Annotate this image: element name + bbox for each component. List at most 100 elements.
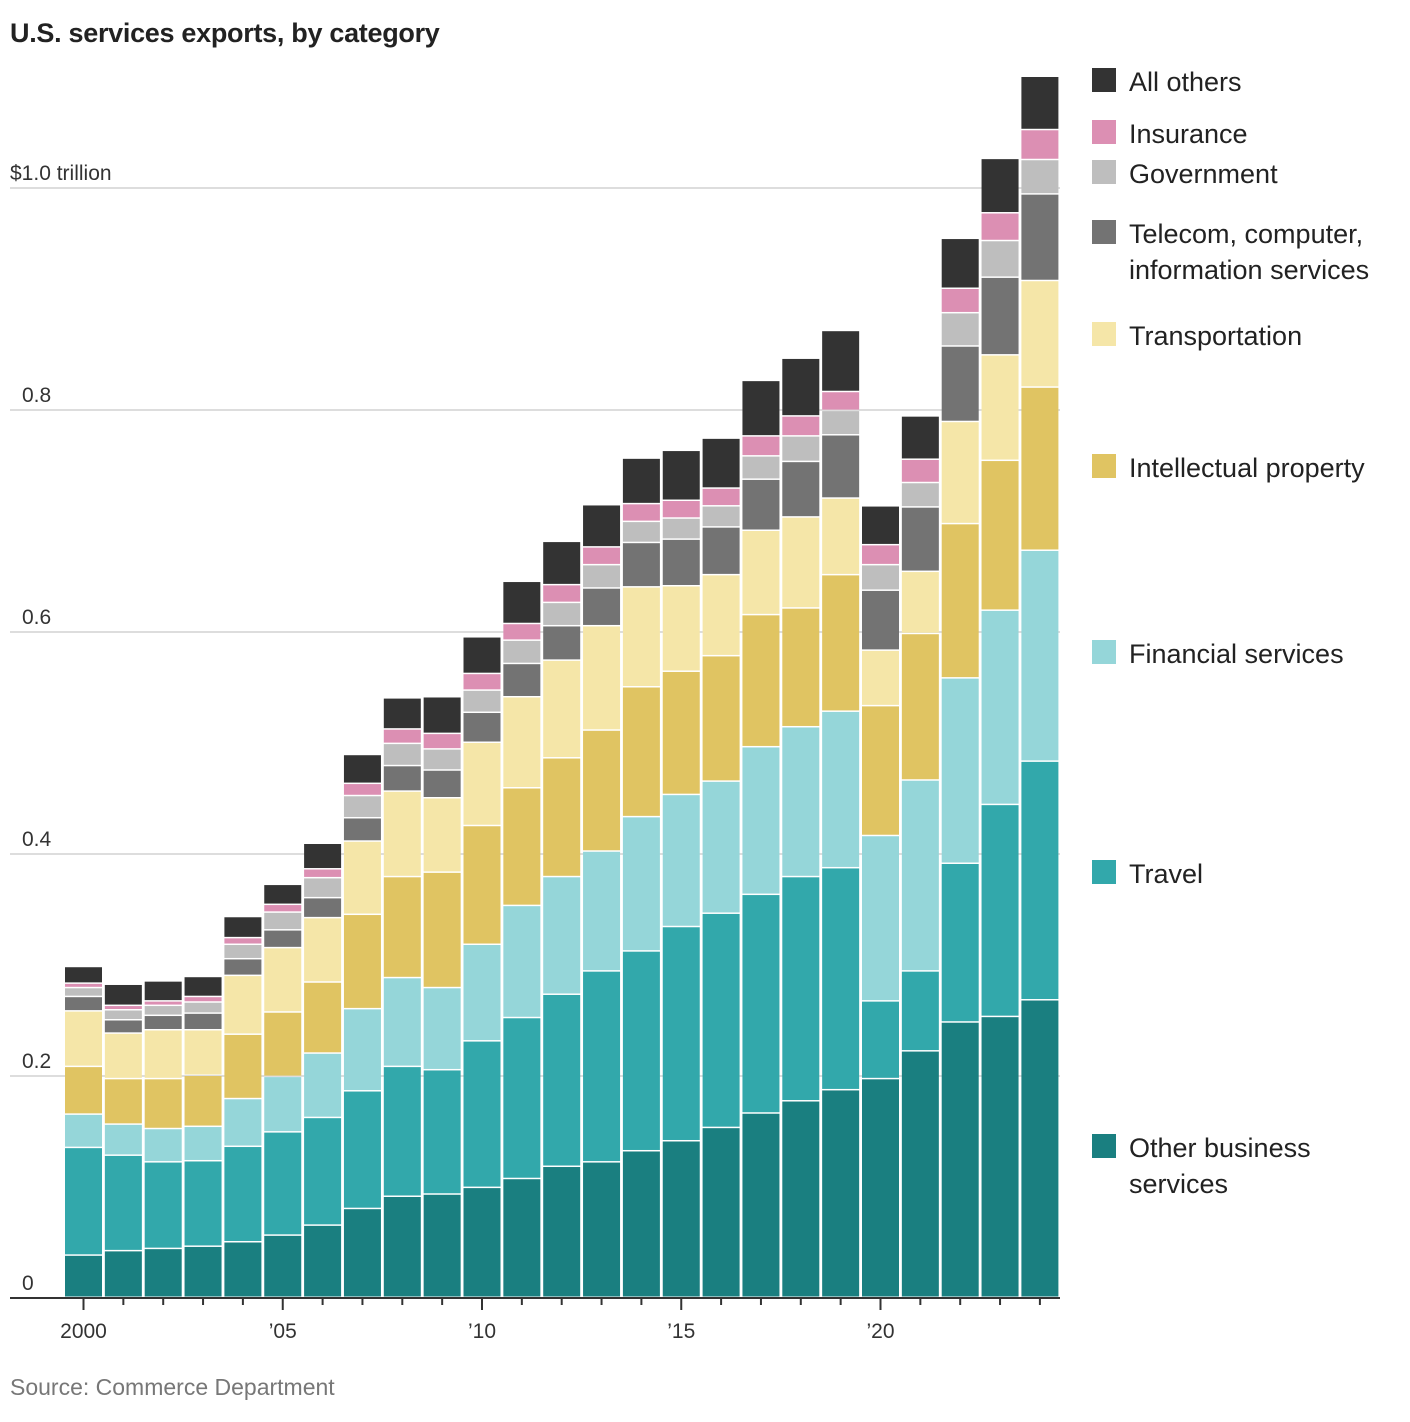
bar-2012-insurance <box>543 585 581 602</box>
bar-2020-telecom-computer-information-services <box>862 590 899 650</box>
bar-2003-other-business-services <box>184 1246 222 1297</box>
bar-2001-travel <box>104 1155 142 1250</box>
bar-2005-other-business-services <box>264 1235 302 1297</box>
bar-2004-other-business-services <box>224 1242 262 1297</box>
bar-2012-other-business-services <box>543 1167 581 1297</box>
legend-label-insurance: Insurance <box>1129 119 1248 149</box>
bar-2004-government <box>224 945 262 958</box>
bar-2003-intellectual-property <box>184 1076 222 1126</box>
bar-2001-intellectual-property <box>104 1079 142 1124</box>
bar-2008-government <box>383 744 421 765</box>
legend-swatch-all-others <box>1092 68 1116 92</box>
bar-2016-all-others <box>702 438 740 488</box>
bar-2012-government <box>543 603 581 625</box>
chart-title: U.S. services exports, by category <box>10 18 440 48</box>
legend-label-all-others: All others <box>1129 67 1242 97</box>
bar-2022-transportation <box>941 422 979 523</box>
bar-2024-all-others <box>1021 77 1059 129</box>
bar-2007-transportation <box>343 841 381 914</box>
bars <box>65 77 1059 1297</box>
bar-2024-travel <box>1021 761 1059 1000</box>
bar-2017-travel <box>742 895 780 1113</box>
bar-2023-other-business-services <box>981 1017 1019 1297</box>
bar-2020-insurance <box>862 545 899 564</box>
bar-2020-transportation <box>862 650 899 705</box>
bar-2000-travel <box>65 1148 102 1255</box>
bar-2001-transportation <box>104 1033 142 1078</box>
y-tick-label-1-0-trillion: $1.0 trillion <box>10 162 112 185</box>
bar-2010-financial-services <box>463 945 501 1041</box>
bar-2003-financial-services <box>184 1127 222 1160</box>
bar-2020-government <box>862 565 899 590</box>
y-tick-label-0-2: 0.2 <box>22 1050 51 1073</box>
bar-2004-telecom-computer-information-services <box>224 959 262 975</box>
bar-2009-all-others <box>423 697 461 733</box>
bar-2008-insurance <box>383 729 421 743</box>
bar-2009-financial-services <box>423 988 461 1069</box>
bar-2005-telecom-computer-information-services <box>264 930 302 947</box>
bar-2011-insurance <box>503 624 541 640</box>
bar-2021-insurance <box>901 459 939 482</box>
bar-2007-travel <box>343 1091 381 1208</box>
bar-2016-telecom-computer-information-services <box>702 527 740 574</box>
legend-swatch-telecom-computer-information-services <box>1092 220 1116 244</box>
bar-2020-travel <box>862 1001 899 1078</box>
bar-2021-government <box>901 483 939 507</box>
bar-2000-transportation <box>65 1011 102 1066</box>
bar-2017-insurance <box>742 436 780 456</box>
bar-2006-government <box>304 878 342 897</box>
bar-2014-financial-services <box>622 817 660 951</box>
bar-2006-transportation <box>304 918 342 982</box>
bar-2004-travel <box>224 1147 262 1241</box>
bar-2013-insurance <box>583 547 621 564</box>
bar-2011-travel <box>503 1018 541 1178</box>
bar-2011-government <box>503 640 541 663</box>
bar-2016-travel <box>702 913 740 1127</box>
bar-2001-government <box>104 1010 142 1019</box>
bar-2018-government <box>782 436 820 461</box>
bar-2021-intellectual-property <box>901 634 939 780</box>
bar-2010-other-business-services <box>463 1188 501 1297</box>
bar-2016-insurance <box>702 488 740 506</box>
bar-2018-other-business-services <box>782 1101 820 1297</box>
bar-2014-transportation <box>622 587 660 686</box>
bar-2014-government <box>622 522 660 542</box>
bar-2001-telecom-computer-information-services <box>104 1020 142 1033</box>
bar-2017-all-others <box>742 381 780 436</box>
bar-2015-intellectual-property <box>662 671 700 794</box>
bar-2024-government <box>1021 160 1059 194</box>
bar-2016-financial-services <box>702 781 740 913</box>
bar-2012-intellectual-property <box>543 758 581 876</box>
bar-2016-other-business-services <box>702 1128 740 1297</box>
bar-2023-all-others <box>981 159 1019 213</box>
bar-2003-government <box>184 1002 222 1013</box>
bar-2022-travel <box>941 863 979 1022</box>
bar-2006-travel <box>304 1118 342 1225</box>
bar-2010-government <box>463 690 501 712</box>
bar-2017-transportation <box>742 530 780 614</box>
bar-2018-all-others <box>782 358 820 416</box>
bar-2013-intellectual-property <box>583 730 621 851</box>
bar-2000-other-business-services <box>65 1255 102 1297</box>
bar-2006-financial-services <box>304 1053 342 1117</box>
bar-2000-financial-services <box>65 1114 102 1147</box>
legend-swatch-financial-services <box>1092 640 1116 664</box>
legend-label-travel: Travel <box>1129 859 1203 889</box>
bar-2005-all-others <box>264 885 302 904</box>
bar-2024-other-business-services <box>1021 1000 1059 1297</box>
bar-2000-insurance <box>65 983 102 987</box>
legend-label-intellectual-property: Intellectual property <box>1129 453 1365 483</box>
bar-2021-financial-services <box>901 780 939 971</box>
bar-2018-travel <box>782 877 820 1101</box>
bar-2022-government <box>941 313 979 346</box>
bar-2002-other-business-services <box>144 1249 182 1297</box>
bar-2019-insurance <box>822 392 860 410</box>
bar-2015-travel <box>662 927 700 1140</box>
bar-2004-financial-services <box>224 1099 262 1146</box>
bar-2012-financial-services <box>543 877 581 994</box>
y-tick-label-0: 0 <box>22 1272 34 1295</box>
bar-2007-government <box>343 796 381 817</box>
bar-2006-all-others <box>304 844 342 869</box>
bar-2018-telecom-computer-information-services <box>782 462 820 517</box>
